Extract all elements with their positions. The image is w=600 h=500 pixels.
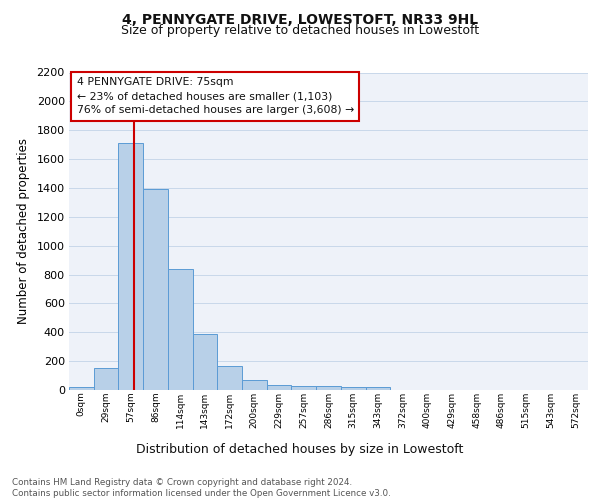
Bar <box>118 143 143 390</box>
Bar <box>94 368 118 390</box>
Bar <box>341 387 365 390</box>
Text: 4, PENNYGATE DRIVE, LOWESTOFT, NR33 9HL: 4, PENNYGATE DRIVE, LOWESTOFT, NR33 9HL <box>122 12 478 26</box>
Bar <box>217 366 242 390</box>
Bar <box>267 385 292 390</box>
Bar <box>168 270 193 390</box>
Text: Distribution of detached houses by size in Lowestoft: Distribution of detached houses by size … <box>136 442 464 456</box>
Text: 4 PENNYGATE DRIVE: 75sqm
← 23% of detached houses are smaller (1,103)
76% of sem: 4 PENNYGATE DRIVE: 75sqm ← 23% of detach… <box>77 78 354 116</box>
Text: Size of property relative to detached houses in Lowestoft: Size of property relative to detached ho… <box>121 24 479 37</box>
Bar <box>193 334 217 390</box>
Bar <box>242 380 267 390</box>
Y-axis label: Number of detached properties: Number of detached properties <box>17 138 29 324</box>
Bar <box>69 387 94 390</box>
Bar <box>292 386 316 390</box>
Bar <box>143 190 168 390</box>
Bar <box>316 386 341 390</box>
Text: Contains HM Land Registry data © Crown copyright and database right 2024.
Contai: Contains HM Land Registry data © Crown c… <box>12 478 391 498</box>
Bar <box>365 387 390 390</box>
